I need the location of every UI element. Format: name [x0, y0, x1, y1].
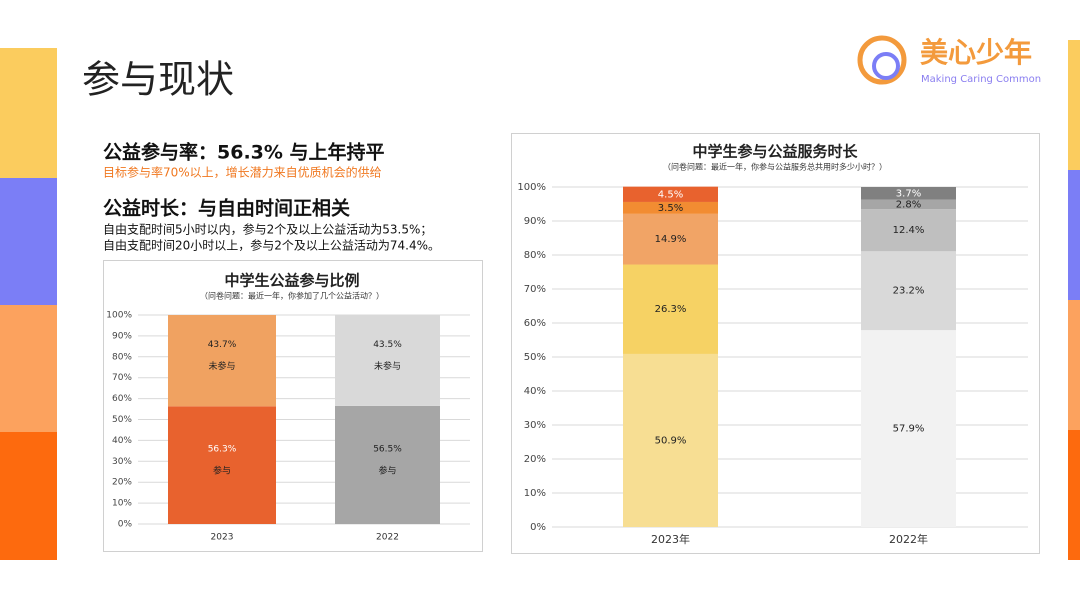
value-label: 2.8% — [896, 199, 921, 210]
value-label: 56.3% — [208, 445, 237, 455]
chart-frame — [511, 133, 1040, 554]
y-tick-label: 60% — [524, 318, 546, 329]
y-tick-label: 0% — [118, 520, 133, 530]
body-line: 自由支配时间20小时以上，参与2个及以上公益活动为74.4%。 — [103, 238, 440, 253]
heading: 公益时长：与自由时间正相关 — [103, 197, 350, 220]
value-label: 3.5% — [658, 203, 683, 214]
chart-subtitle: （问卷问题：最近一年，你参与公益服务总共用时多少小时？） — [663, 162, 887, 172]
logo-name: 美心少年 — [920, 36, 1032, 69]
y-tick-label: 50% — [524, 352, 546, 363]
y-tick-label: 70% — [112, 373, 132, 383]
chart-title: 中学生参与公益服务时长 — [692, 143, 858, 161]
value-label: 4.5% — [658, 189, 683, 200]
value-label: 57.9% — [893, 424, 925, 435]
y-tick-label: 20% — [524, 454, 546, 465]
value-label: 3.7% — [896, 188, 921, 199]
bar-segment — [861, 251, 956, 331]
bar-segment — [861, 209, 956, 252]
y-tick-label: 70% — [524, 284, 546, 295]
value-label: 12.4% — [893, 225, 925, 236]
y-tick-label: 30% — [112, 457, 132, 467]
bar-segment — [623, 264, 718, 354]
bar-segment — [168, 406, 276, 524]
bar-segment — [623, 186, 718, 202]
stripe — [1068, 170, 1080, 300]
bar-segment — [861, 187, 956, 200]
stripe — [1068, 430, 1080, 560]
y-tick-label: 90% — [112, 331, 132, 341]
y-tick-label: 60% — [112, 394, 132, 404]
value-label: 23.2% — [893, 286, 925, 297]
y-tick-label: 40% — [524, 386, 546, 397]
value-label: 14.9% — [655, 234, 687, 245]
y-tick-label: 10% — [524, 488, 546, 499]
y-tick-label: 100% — [106, 311, 132, 321]
y-tick-label: 50% — [112, 415, 132, 425]
y-tick-label: 80% — [112, 352, 132, 362]
value-label: 26.3% — [655, 304, 687, 315]
value-label: 43.5% — [373, 340, 402, 350]
heading: 公益参与率：56.3% 与上年持平 — [103, 141, 385, 164]
bar-segment — [623, 213, 718, 265]
stripe — [0, 48, 57, 178]
bar-segment — [623, 353, 718, 527]
y-tick-label: 40% — [112, 436, 132, 446]
value-label: 50.9% — [655, 435, 687, 446]
bar-segment — [335, 405, 440, 524]
x-tick-label: 2022 — [376, 533, 399, 543]
logo-icon — [857, 35, 907, 85]
value-label: 56.5% — [373, 444, 402, 454]
segment-name: 未参与 — [208, 360, 235, 372]
stripe — [0, 305, 57, 432]
note: 目标参与率70%以上，增长潜力来自优质机会的供给 — [103, 165, 382, 180]
body-line: 自由支配时间5小时以内，参与2个及以上公益活动为53.5%； — [103, 222, 432, 237]
y-tick-label: 30% — [524, 420, 546, 431]
y-tick-label: 20% — [112, 478, 132, 488]
y-tick-label: 100% — [517, 182, 546, 193]
y-tick-label: 80% — [524, 250, 546, 261]
logo-tagline: Making Caring Common — [921, 74, 1041, 85]
segment-name: 未参与 — [374, 360, 401, 372]
chart-title: 中学生公益参与比例 — [224, 272, 359, 290]
segment-name: 参与 — [378, 464, 396, 476]
logo-icon — [872, 52, 900, 80]
stripe — [0, 178, 57, 305]
x-tick-label: 2023年 — [651, 532, 690, 546]
bar-segment — [861, 330, 956, 527]
stripe — [1068, 40, 1080, 170]
x-tick-label: 2023 — [211, 533, 234, 543]
bar-segment — [861, 199, 956, 210]
stripe — [0, 432, 57, 560]
bar-segment — [168, 315, 276, 407]
x-tick-label: 2022年 — [889, 532, 928, 546]
bar-segment — [335, 315, 440, 406]
y-tick-label: 90% — [524, 216, 546, 227]
chart-subtitle: （问卷问题：最近一年，你参加了几个公益活动？） — [200, 291, 384, 301]
stripe — [1068, 300, 1080, 430]
segment-name: 参与 — [213, 465, 231, 477]
y-tick-label: 10% — [112, 499, 132, 509]
value-label: 43.7% — [208, 340, 237, 350]
slide-title: 参与现状 — [82, 58, 234, 102]
bar-segment — [623, 201, 718, 214]
y-tick-label: 0% — [530, 522, 546, 533]
